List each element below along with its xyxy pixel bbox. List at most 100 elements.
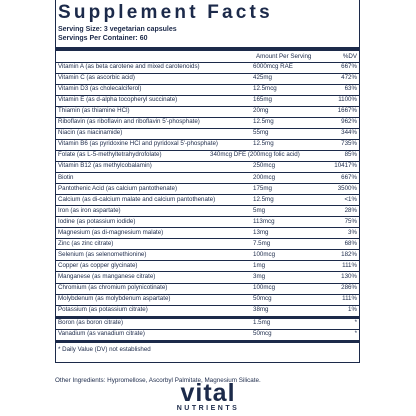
row-divider xyxy=(55,72,360,74)
column-header: %DV xyxy=(342,53,357,60)
row-divider xyxy=(55,271,360,273)
row-divider xyxy=(55,227,360,229)
nutrient-dv: 28% xyxy=(344,206,357,214)
nutrient-amount: 100mcg xyxy=(253,250,276,258)
servings-per-container: Servings Per Container: 60 xyxy=(58,35,148,42)
row-divider xyxy=(55,172,360,173)
other-ingredients: Other Ingredients: Hypromellose, Ascorby… xyxy=(55,377,261,384)
nutrient-name: Potassium (as potassium citrate) xyxy=(58,306,148,314)
nutrient-amount: 425mg xyxy=(253,74,272,82)
nutrient-amount: 1mg xyxy=(253,261,266,269)
nutrient-amount: 50mcg xyxy=(253,330,272,338)
nutrient-name: Boron (as boron citrate) xyxy=(58,319,123,327)
row-divider xyxy=(55,282,360,284)
row-divider xyxy=(55,138,360,140)
row-divider xyxy=(55,127,360,129)
row-divider xyxy=(55,94,360,96)
thick-divider xyxy=(55,340,360,344)
row-divider xyxy=(55,293,360,295)
nutrient-amount: 12.5mg xyxy=(253,195,274,203)
nutrient-amount: 3mg xyxy=(253,272,266,280)
nutrient-name: Iodine (as potassium iodide) xyxy=(58,217,136,225)
row-divider xyxy=(55,260,360,262)
nutrient-dv: 344% xyxy=(341,129,357,137)
nutrient-amount: 20mg xyxy=(253,107,269,115)
nutrient-dv: 111% xyxy=(342,261,357,269)
nutrient-amount: 165mg xyxy=(253,96,272,104)
nutrient-name: Vitamin E (as d-alpha tocopheryl succina… xyxy=(58,96,178,104)
nutrient-amount: 55mg xyxy=(253,129,269,137)
nutrient-amount: 5mg xyxy=(253,206,266,214)
nutrient-amount: 6000mcg RAE xyxy=(253,63,293,70)
serving-size: Serving Size: 3 vegetarian capsules xyxy=(58,26,177,33)
label-border xyxy=(55,0,360,363)
nutrient-dv: 130% xyxy=(341,272,357,280)
nutrient-name: Biotin xyxy=(58,173,74,181)
nutrient-dv: 472% xyxy=(341,74,357,82)
nutrient-amount: 250mcg xyxy=(253,162,276,170)
row-divider xyxy=(55,216,360,218)
nutrient-dv: 182% xyxy=(341,250,357,258)
column-header: Amount Per Serving xyxy=(256,53,312,60)
nutrient-name: Copper (as copper glycinate) xyxy=(58,261,138,269)
nutrient-name: Vitamin D3 (as cholecalciferol) xyxy=(58,85,142,93)
nutrient-dv: 962% xyxy=(341,118,357,126)
row-divider xyxy=(55,238,360,240)
brand-tagline: NUTRIENTS xyxy=(176,405,240,412)
nutrient-dv: * xyxy=(354,319,357,327)
row-divider xyxy=(55,116,360,118)
nutrient-dv: 1667% xyxy=(337,107,357,115)
nutrient-name: Thiamin (as thiamine HCl) xyxy=(58,107,130,115)
nutrient-name: Magnesium (as di-magnesium malate) xyxy=(58,228,164,236)
row-divider xyxy=(55,304,360,306)
row-divider xyxy=(55,160,360,162)
nutrient-amount: 1.5mg xyxy=(253,319,271,327)
row-divider xyxy=(55,249,360,251)
nutrient-amount: 13mg xyxy=(253,228,269,236)
nutrient-dv: 286% xyxy=(341,284,357,291)
nutrient-name: Pantothenic Acid (as calcium pantothenat… xyxy=(58,184,178,192)
nutrient-amount: 113mcg xyxy=(253,217,275,225)
row-divider xyxy=(55,194,360,196)
nutrient-name: Vitamin C (as ascorbic acid) xyxy=(58,74,135,82)
nutrient-name: Zinc (as zinc citrate) xyxy=(58,239,114,247)
nutrient-name: Vitamin B6 (as pyridoxine HCl and pyrido… xyxy=(58,140,218,148)
nutrient-dv: 1100% xyxy=(338,96,357,104)
nutrient-dv: 1% xyxy=(348,306,357,314)
nutrient-dv: 10417% xyxy=(334,162,357,170)
divider xyxy=(55,316,360,319)
row-divider xyxy=(55,205,360,207)
nutrient-amount: 175mg xyxy=(253,184,272,192)
row-divider xyxy=(55,149,360,151)
nutrient-name: Vitamin A (as beta carotene and mixed ca… xyxy=(58,63,200,70)
nutrient-amount: 7.5mg xyxy=(253,239,271,247)
nutrient-dv: 735% xyxy=(341,140,357,148)
nutrient-dv: 68% xyxy=(344,239,357,247)
nutrient-amount: 50mcg xyxy=(253,295,272,303)
nutrient-name: Riboflavin (as riboflavin and riboflavin… xyxy=(58,118,200,126)
brand-logo: vital xyxy=(180,379,236,407)
nutrient-name: Vanadium (as vanadium citrate) xyxy=(58,330,145,338)
nutrient-dv: * xyxy=(354,330,357,338)
nutrient-amount: 12.5mg xyxy=(253,140,274,148)
nutrient-amount: 12.5mg xyxy=(253,118,274,126)
nutrient-dv: <1% xyxy=(344,195,357,203)
nutrient-dv: 667% xyxy=(341,173,357,181)
nutrient-amount: 200mcg xyxy=(253,173,276,181)
nutrient-amount: 12.5mcg xyxy=(253,85,277,93)
nutrient-name: Niacin (as niacinamide) xyxy=(58,129,123,137)
row-divider xyxy=(55,105,360,107)
label-title: Supplement Facts xyxy=(58,2,273,23)
row-divider xyxy=(55,183,360,185)
row-divider xyxy=(55,61,360,63)
nutrient-name: Folate (as L-5-methyltetrahydrofolate) xyxy=(58,151,162,159)
footnote: * Daily Value (DV) not established xyxy=(58,346,151,354)
nutrient-dv: 667% xyxy=(341,63,357,70)
nutrient-name: Iron (as iron aspartate) xyxy=(58,206,121,214)
nutrient-name: Calcium (as di-calcium malate and calciu… xyxy=(58,195,216,203)
nutrient-dv: 63% xyxy=(344,85,357,93)
row-divider xyxy=(55,328,360,330)
row-divider xyxy=(55,317,360,319)
nutrient-name: Chromium (as chromium polynicotinate) xyxy=(58,284,168,291)
